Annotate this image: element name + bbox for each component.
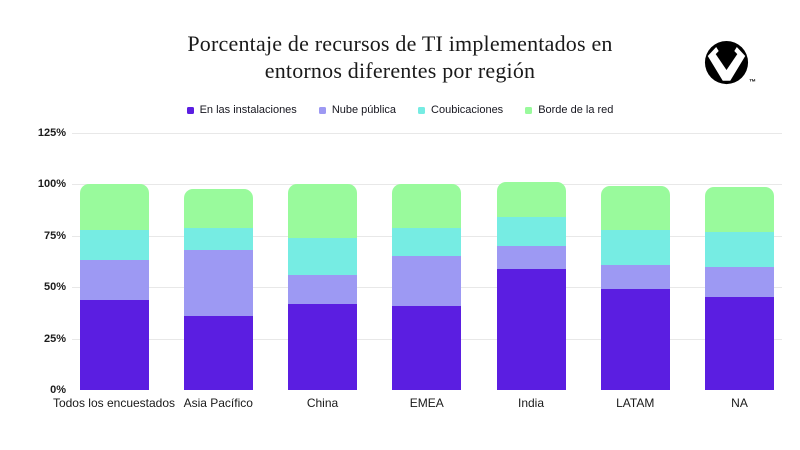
y-tick-label: 100% bbox=[37, 178, 66, 191]
legend-label: Borde de la red bbox=[538, 104, 614, 116]
x-tick-label: China bbox=[306, 396, 339, 410]
legend-label: En las instalaciones bbox=[199, 104, 297, 116]
chart-title: Porcentaje de recursos de TI implementad… bbox=[187, 31, 613, 84]
gridline bbox=[72, 133, 782, 134]
legend-swatch-icon bbox=[525, 106, 533, 114]
x-axis: Todos los encuestados Asia Pacífico China E… bbox=[0, 396, 800, 412]
bar-segment bbox=[600, 229, 670, 265]
bar-segment bbox=[288, 274, 357, 304]
legend-item: Borde de la red bbox=[525, 104, 613, 116]
bar-segment bbox=[79, 184, 149, 230]
bar-segment bbox=[288, 184, 357, 238]
legend-label: Nube pública bbox=[331, 104, 397, 116]
bar-segment bbox=[183, 315, 253, 390]
bar-2 bbox=[183, 188, 253, 390]
bar-segment bbox=[496, 217, 566, 247]
bar-segment bbox=[79, 299, 149, 390]
bar-segment bbox=[496, 268, 566, 390]
bar-segment bbox=[288, 303, 357, 390]
bar-segment bbox=[183, 188, 253, 228]
bar-segment bbox=[600, 289, 670, 390]
bar-segment bbox=[705, 231, 774, 267]
bar-3 bbox=[288, 184, 357, 390]
y-tick-label: 75% bbox=[43, 229, 66, 242]
plot-area bbox=[72, 133, 782, 390]
legend-swatch-icon bbox=[418, 106, 426, 114]
y-axis: 0% 25% 50% 75% 100% 125% bbox=[0, 127, 66, 396]
bar-5 bbox=[496, 182, 566, 390]
bar-segment bbox=[79, 260, 149, 300]
bar-segment bbox=[705, 266, 774, 298]
x-tick-label: EMEA bbox=[409, 396, 444, 410]
x-tick-label: Todos los encuestados bbox=[52, 396, 176, 410]
y-tick-label: 25% bbox=[43, 332, 66, 345]
legend-swatch-icon bbox=[186, 106, 194, 114]
bar-segment bbox=[183, 250, 253, 316]
trademark-symbol: ™ bbox=[749, 79, 756, 86]
y-tick-label: 50% bbox=[43, 281, 66, 294]
legend-swatch-icon bbox=[318, 106, 326, 114]
bar-1 bbox=[79, 184, 149, 390]
bar-segment bbox=[288, 237, 357, 275]
bar-segment bbox=[183, 227, 253, 251]
legend-label: Coubicaciones bbox=[431, 104, 504, 116]
y-tick-label: 125% bbox=[37, 127, 66, 139]
bar-7 bbox=[705, 186, 774, 390]
bar-segment bbox=[392, 184, 462, 228]
bar-6 bbox=[600, 186, 670, 390]
vertiv-logo-icon bbox=[704, 40, 749, 85]
bar-segment bbox=[600, 186, 670, 230]
bar-segment bbox=[496, 246, 566, 269]
bar-segment bbox=[392, 227, 462, 257]
legend-item: Coubicaciones bbox=[418, 104, 503, 116]
x-tick-label: India bbox=[517, 396, 545, 410]
legend-item: En las instalaciones bbox=[186, 104, 297, 116]
legend-item: Nube pública bbox=[318, 104, 397, 116]
x-tick-label: NA bbox=[731, 396, 748, 410]
chart-legend: En las instalaciones Nube pública Coubicac… bbox=[0, 104, 800, 116]
vertiv-logo: ™ bbox=[704, 40, 756, 88]
x-tick-label: LATAM bbox=[616, 396, 655, 410]
bar-segment bbox=[392, 305, 462, 390]
bar-segment bbox=[392, 256, 462, 306]
bar-segment bbox=[705, 186, 774, 232]
bar-segment bbox=[79, 229, 149, 261]
bar-segment bbox=[496, 182, 566, 218]
bar-segment bbox=[705, 297, 774, 390]
bar-4 bbox=[392, 184, 462, 390]
bar-segment bbox=[600, 264, 670, 290]
y-tick-label: 0% bbox=[50, 384, 66, 396]
x-tick-label: Asia Pacífico bbox=[183, 396, 253, 410]
